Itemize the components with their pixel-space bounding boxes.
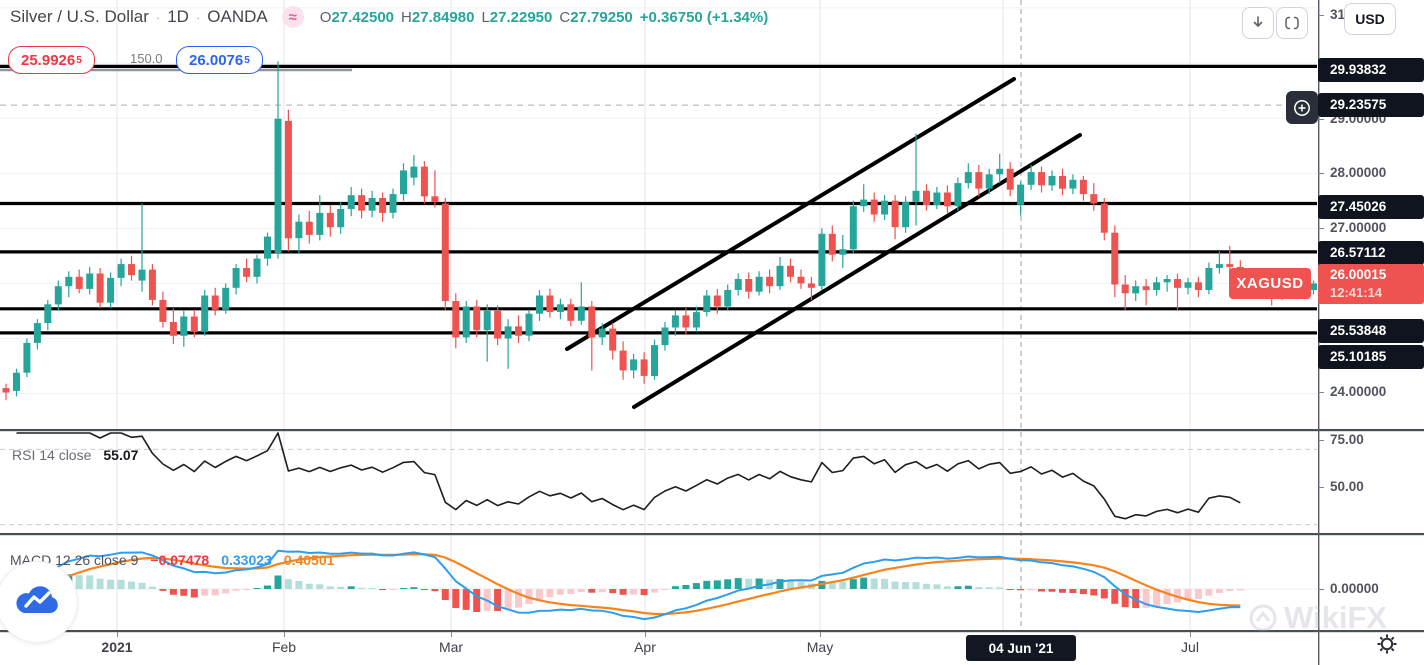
low-value: 27.22950 xyxy=(489,8,553,26)
time-axis-tick xyxy=(117,632,118,637)
red-label-value: 25.9926 xyxy=(21,51,76,69)
separator-dot: · xyxy=(195,9,201,25)
circle-plus-icon xyxy=(1294,99,1310,116)
macd-hist-value: −0.07478 xyxy=(150,552,210,568)
currency-toggle-button[interactable]: USD xyxy=(1344,3,1396,35)
price-axis-label: 75.00 xyxy=(1330,432,1364,447)
exchange-label: OANDA xyxy=(207,7,268,26)
price-axis-label: 0.00000 xyxy=(1330,581,1379,596)
bar-countdown: 12:41:14 xyxy=(1330,285,1383,300)
price-axis-tick xyxy=(1318,173,1324,174)
close-label: C xyxy=(559,8,571,26)
drawing-price-label-blue[interactable]: 26.0076 5 xyxy=(176,46,263,74)
time-axis-tick xyxy=(284,632,285,637)
crosshair-date-badge: 04 Jun '21 xyxy=(966,635,1076,661)
time-axis-label: Feb xyxy=(271,639,297,655)
download-arrow-icon xyxy=(1253,16,1263,27)
time-axis-label: 2021 xyxy=(101,639,133,655)
time-axis-label: Jul xyxy=(1181,639,1199,655)
price-axis-label: 24.00000 xyxy=(1330,384,1387,399)
cloud-chart-icon xyxy=(16,586,58,613)
time-axis-tick xyxy=(451,632,452,637)
high-label: H xyxy=(401,8,412,26)
change-value: +0.36750 (+1.34%) xyxy=(639,8,769,26)
price-level-badge: 26.57112 xyxy=(1318,241,1424,265)
macd-signal-value: 0.40501 xyxy=(283,552,335,568)
blue-label-sup: 5 xyxy=(244,54,250,66)
add-alert-button[interactable] xyxy=(1286,91,1318,124)
price-axis-tick xyxy=(1318,487,1324,488)
macd-line-value: 0.33023 xyxy=(221,552,272,568)
fullscreen-button[interactable] xyxy=(1276,7,1308,39)
red-label-sup: 5 xyxy=(76,54,82,66)
price-axis-tick xyxy=(1318,228,1324,229)
broker-logo[interactable] xyxy=(0,561,78,643)
fib-level-label: 150.0 xyxy=(130,51,163,66)
price-axis-label: 50.00 xyxy=(1330,479,1364,494)
price-axis-tick xyxy=(1318,589,1324,590)
blue-label-value: 26.0076 xyxy=(189,51,244,69)
price-axis-tick xyxy=(1318,119,1324,120)
chart-legend: Silver / U.S. Dollar · 1D · OANDA ≈ O27.… xyxy=(10,6,768,28)
price-axis-tick xyxy=(1318,440,1324,441)
time-axis-tick xyxy=(820,632,821,637)
close-value: 27.79250 xyxy=(570,8,633,26)
time-axis-tick xyxy=(1190,632,1191,637)
time-axis-label: Mar xyxy=(438,639,464,655)
interval-label[interactable]: 1D xyxy=(167,7,189,26)
price-level-badge: 29.93832 xyxy=(1318,58,1424,82)
rsi-name: RSI 14 close xyxy=(12,447,92,463)
rsi-legend[interactable]: RSI 14 close 55.07 xyxy=(12,447,138,463)
time-axis-tick xyxy=(645,632,646,637)
time-axis-label: Apr xyxy=(634,639,656,655)
price-axis-tick xyxy=(1318,15,1324,16)
gear-icon xyxy=(1377,634,1397,654)
price-level-badge: 29.23575 xyxy=(1318,93,1424,117)
price-level-badge: 27.45026 xyxy=(1318,195,1424,219)
price-axis-label: 28.00000 xyxy=(1330,165,1387,180)
symbol-title[interactable]: Silver / U.S. Dollar xyxy=(10,7,149,26)
low-label: L xyxy=(481,8,490,26)
expand-brackets-icon xyxy=(1285,16,1299,30)
open-label: O xyxy=(319,8,332,26)
price-level-badge: 25.53848 xyxy=(1318,319,1424,343)
price-axis-tick xyxy=(1318,392,1324,393)
price-axis-label: 27.00000 xyxy=(1330,220,1387,235)
price-level-badge: 25.10185 xyxy=(1318,345,1424,369)
drawing-price-label-red[interactable]: 25.9926 5 xyxy=(8,46,95,74)
symbol-price-label: XAGUSD xyxy=(1229,268,1311,299)
separator-dot: · xyxy=(155,9,161,25)
settings-gear-button[interactable] xyxy=(1374,631,1400,657)
open-value: 27.42500 xyxy=(331,8,395,26)
current-price-value: 26.00015 xyxy=(1330,267,1387,282)
ohlc-values: O27.42500 H27.84980 L27.22950 C27.79250 … xyxy=(320,9,768,26)
current-price-badge: 26.00015 12:41:14 xyxy=(1318,264,1424,304)
time-axis-label: May xyxy=(806,639,834,655)
macd-legend[interactable]: MACD 12 26 close 9 −0.07478 0.33023 0.40… xyxy=(10,552,334,568)
download-button[interactable] xyxy=(1242,7,1274,39)
rsi-value: 55.07 xyxy=(103,447,139,463)
delayed-data-icon[interactable]: ≈ xyxy=(281,6,304,28)
high-value: 27.84980 xyxy=(411,8,475,26)
